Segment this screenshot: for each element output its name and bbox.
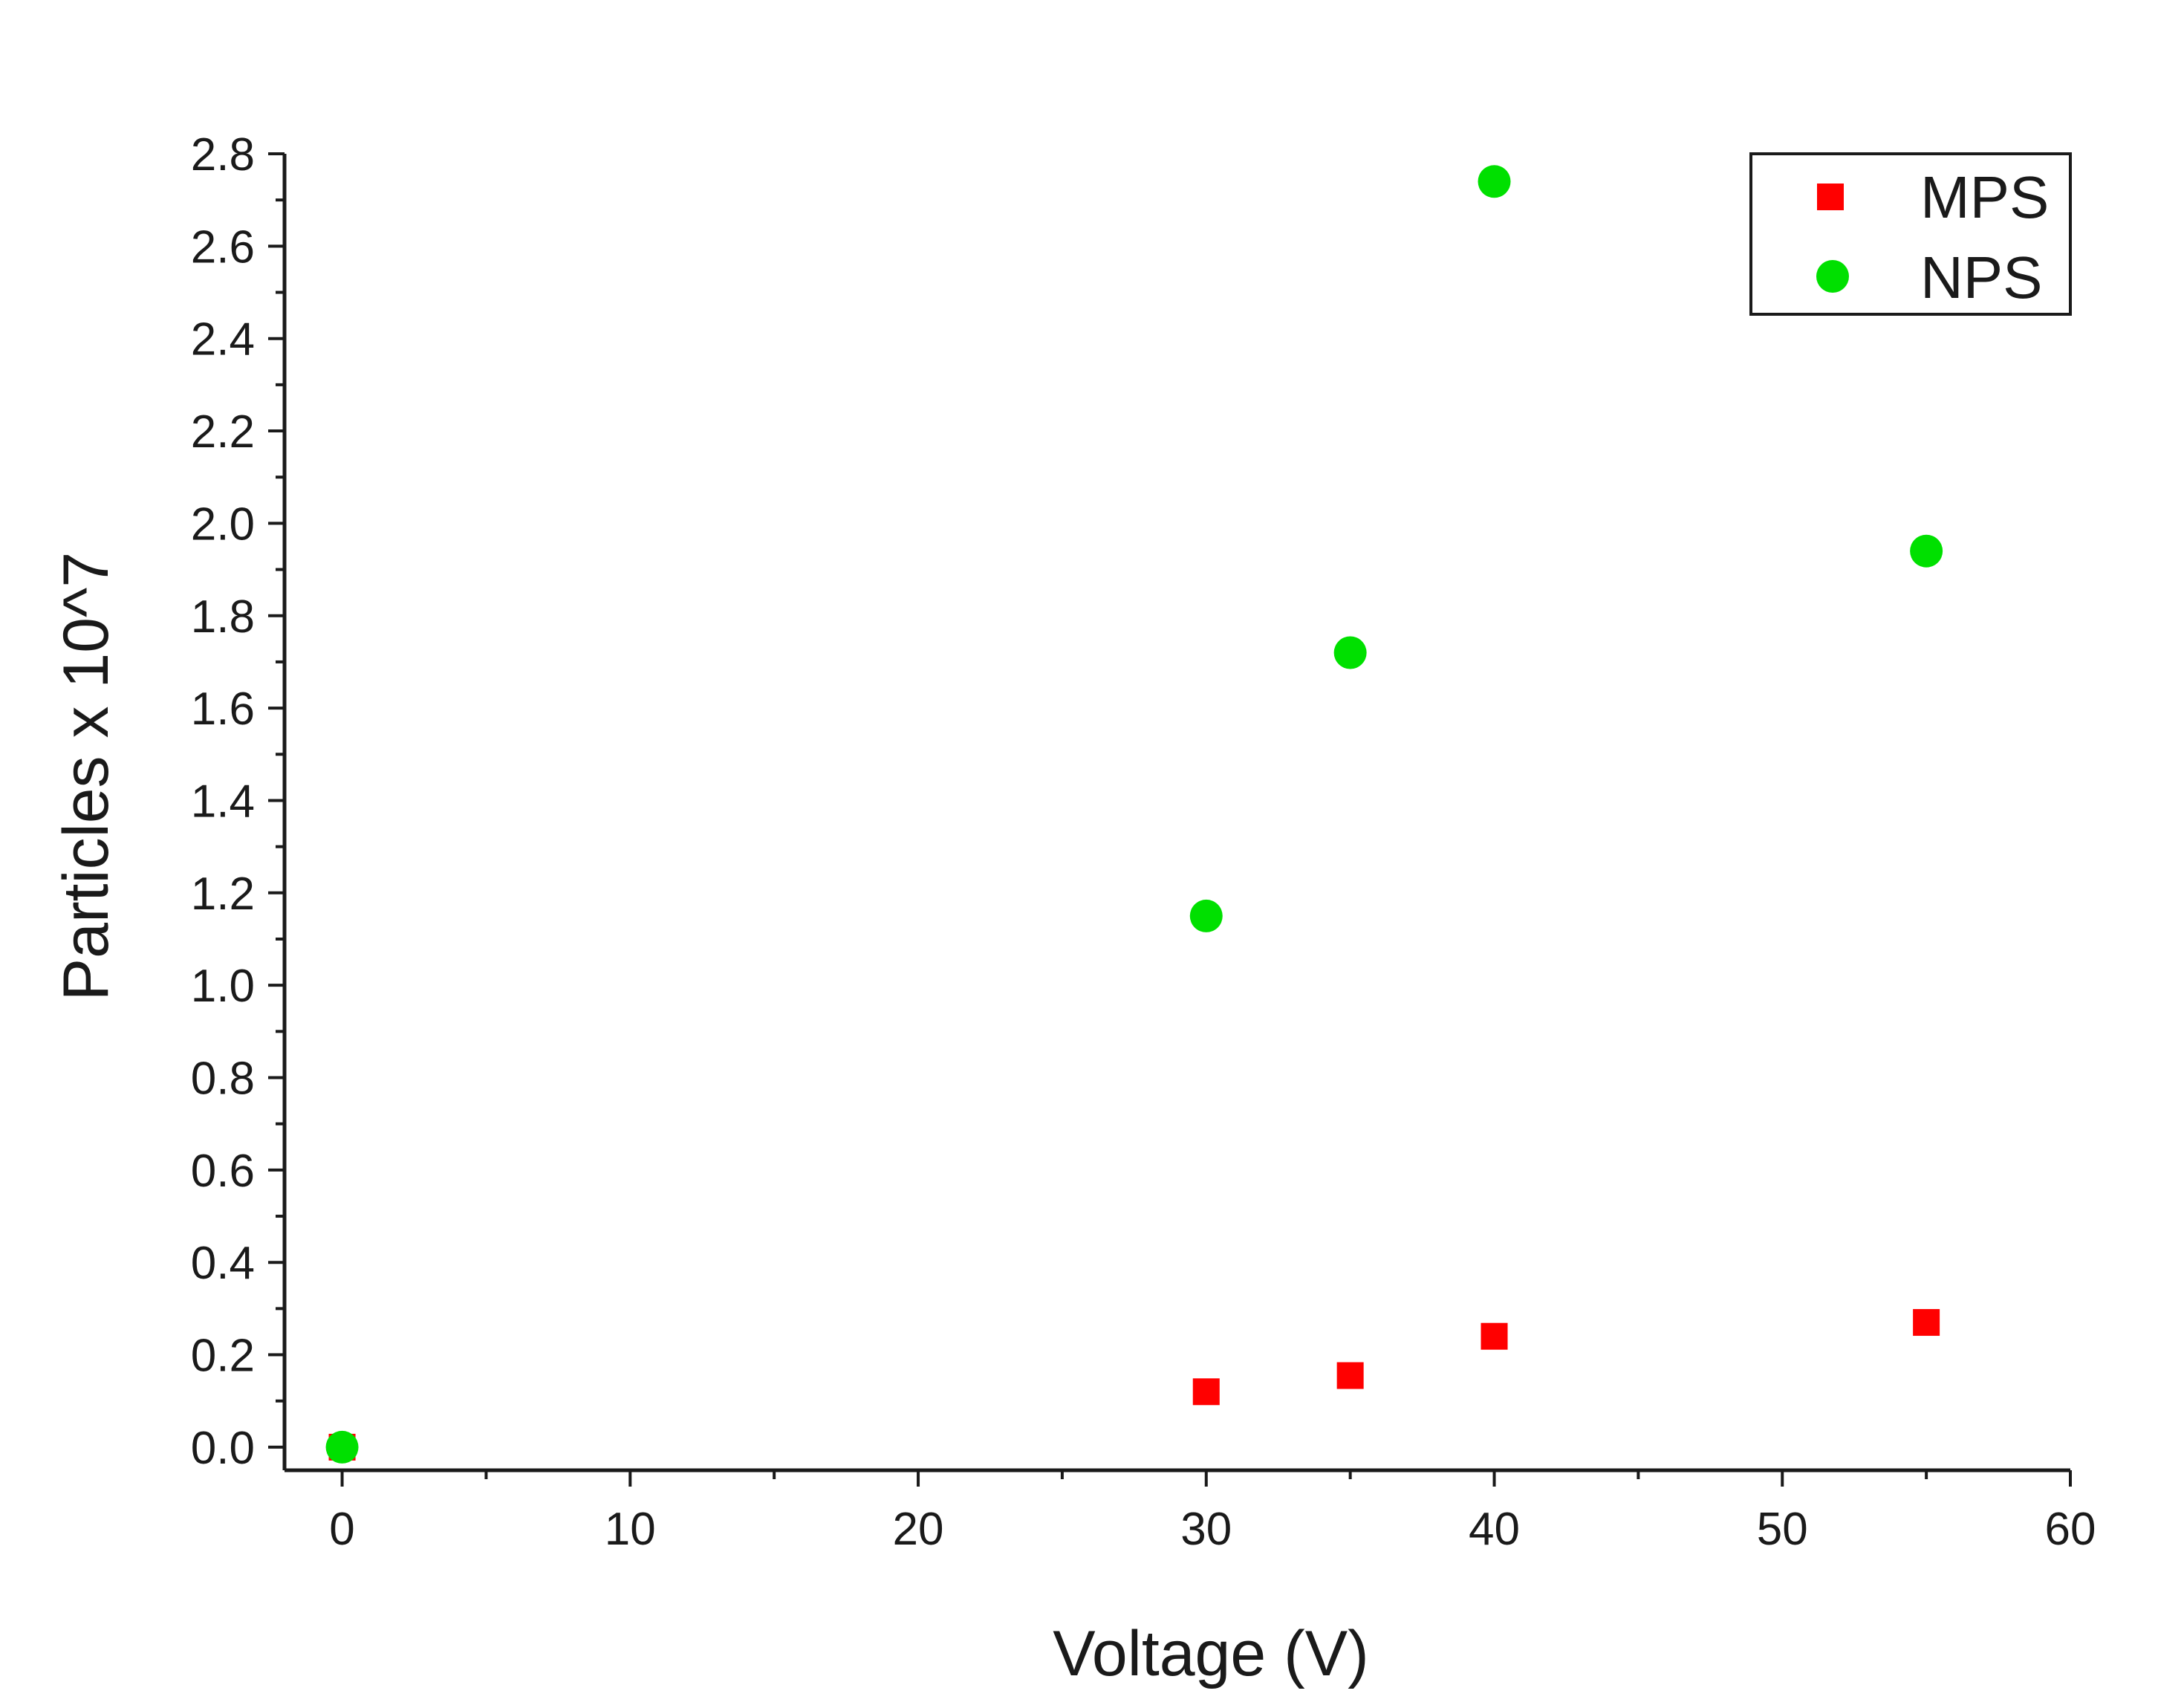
mps-point [1481, 1322, 1508, 1350]
y-tick-label: 1.0 [191, 961, 255, 1012]
y-tick-label: 1.2 [191, 868, 255, 920]
data-points [325, 165, 1943, 1464]
nps-point [325, 1430, 359, 1464]
mps-point [1913, 1309, 1940, 1337]
y-tick-label: 1.6 [191, 683, 255, 735]
y-tick-label: 2.8 [191, 129, 255, 181]
legend-label-mps: MPS [1920, 164, 2049, 230]
nps-point [1333, 636, 1367, 669]
nps-point [1910, 534, 1943, 568]
y-tick-label: 0.4 [191, 1238, 255, 1289]
y-tick-label: 1.8 [191, 591, 255, 643]
mps-point [1336, 1362, 1364, 1389]
y-tick-label: 0.8 [191, 1053, 255, 1105]
y-tick-label: 0.2 [191, 1331, 255, 1382]
y-tick-label: 0.6 [191, 1146, 255, 1197]
mps-point [1192, 1378, 1220, 1406]
y-axis-title: Particles x 10^7 [51, 552, 122, 1001]
x-tick-label: 0 [329, 1504, 354, 1555]
nps-point [1189, 899, 1223, 932]
x-tick-label: 60 [2045, 1504, 2096, 1555]
x-axis: 0 10 20 30 40 50 60 [285, 1468, 2096, 1555]
legend-marker-nps [1816, 260, 1849, 293]
series-nps [325, 165, 1943, 1464]
x-tick-label: 20 [893, 1504, 944, 1555]
x-tick-label: 50 [1757, 1504, 1808, 1555]
legend-box [1749, 152, 2072, 316]
y-tick-label: 2.2 [191, 406, 255, 458]
x-tick-label: 10 [605, 1504, 656, 1555]
y-tick-label: 0.0 [191, 1423, 255, 1474]
x-tick-label: 40 [1469, 1504, 1520, 1555]
x-tick-label: 30 [1180, 1504, 1232, 1555]
y-tick-label: 1.4 [191, 776, 255, 827]
legend-marker-mps [1817, 184, 1844, 210]
legend: MPS NPS [1749, 152, 2072, 316]
y-axis: 0.0 0.2 0.4 0.6 0.8 1.0 1.2 1.4 1.6 1.8 2.0 2.2 2.4 2… [191, 129, 287, 1474]
y-tick-label: 2.6 [191, 221, 255, 273]
y-tick-label: 2.0 [191, 499, 255, 550]
y-tick-label: 2.4 [191, 314, 255, 366]
legend-label-nps: NPS [1920, 244, 2043, 311]
x-axis-title: Voltage (V) [1053, 1618, 1368, 1689]
nps-point [1478, 165, 1511, 198]
